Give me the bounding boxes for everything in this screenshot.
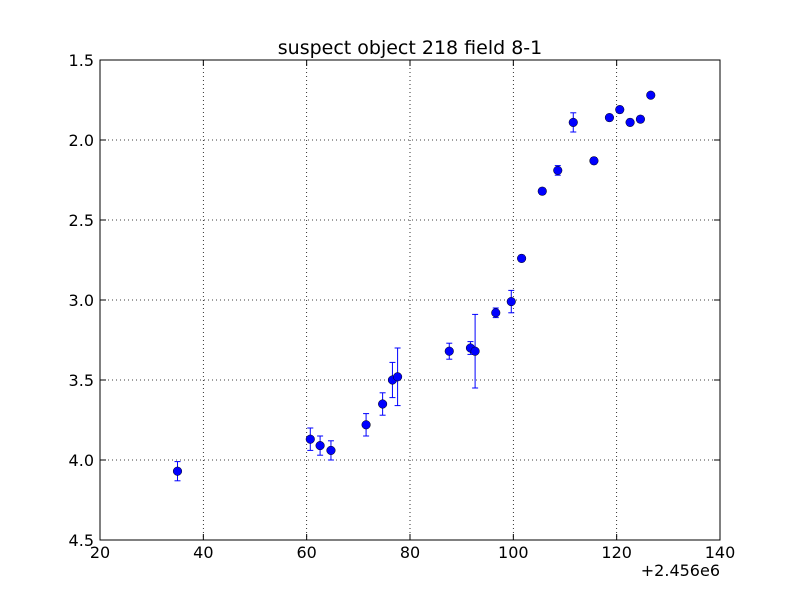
x-tick-label: 20 bbox=[90, 543, 110, 562]
data-point bbox=[491, 307, 501, 319]
x-tick-label: 80 bbox=[400, 543, 420, 562]
data-point bbox=[393, 347, 403, 407]
data-point bbox=[361, 413, 371, 437]
marker bbox=[378, 399, 388, 409]
marker bbox=[635, 114, 645, 124]
data-point bbox=[604, 113, 614, 123]
x-tick-label: 140 bbox=[705, 543, 736, 562]
marker bbox=[625, 117, 635, 127]
marker bbox=[604, 113, 614, 123]
marker bbox=[589, 156, 599, 166]
marker bbox=[506, 297, 516, 307]
data-point bbox=[305, 427, 315, 451]
marker bbox=[326, 445, 336, 455]
data-point bbox=[615, 105, 625, 115]
marker bbox=[537, 186, 547, 196]
y-tick-label: 3.0 bbox=[69, 291, 94, 310]
data-point bbox=[315, 435, 325, 456]
data-point bbox=[172, 461, 183, 482]
x-offset-label: +2.456e6 bbox=[641, 561, 720, 580]
x-axis-ticks: 20 40 60 80 100 120 140 bbox=[90, 60, 735, 562]
data-points bbox=[172, 90, 656, 482]
x-tick-label: 120 bbox=[601, 543, 632, 562]
data-point bbox=[378, 392, 388, 416]
data-point bbox=[470, 313, 480, 389]
data-point bbox=[646, 90, 656, 100]
y-tick-label: 3.5 bbox=[69, 371, 94, 390]
data-point bbox=[589, 156, 599, 166]
marker bbox=[444, 346, 454, 356]
marker bbox=[553, 165, 563, 175]
marker bbox=[568, 117, 578, 127]
marker bbox=[315, 441, 325, 451]
marker bbox=[491, 308, 501, 318]
marker bbox=[305, 434, 315, 444]
marker bbox=[646, 90, 656, 100]
y-tick-label: 2.0 bbox=[69, 131, 94, 150]
y-tick-label: 1.5 bbox=[69, 51, 94, 70]
marker bbox=[361, 420, 371, 430]
grid-lines bbox=[100, 60, 720, 540]
chart-title: suspect object 218 field 8-1 bbox=[278, 37, 543, 59]
data-point bbox=[625, 117, 635, 127]
y-tick-label: 2.5 bbox=[69, 211, 94, 230]
data-point bbox=[553, 165, 563, 176]
plot-frame bbox=[99, 59, 721, 541]
data-point bbox=[537, 186, 547, 196]
data-point bbox=[506, 289, 516, 314]
y-tick-label: 4.0 bbox=[69, 451, 94, 470]
y-axis-ticks: 1.5 2.0 2.5 3.0 3.5 4.0 4.5 bbox=[69, 51, 720, 550]
data-point bbox=[517, 253, 527, 263]
data-point bbox=[635, 114, 645, 124]
x-tick-label: 100 bbox=[498, 543, 529, 562]
marker bbox=[615, 105, 625, 115]
marker bbox=[517, 253, 527, 263]
marker bbox=[172, 466, 183, 476]
marker bbox=[393, 372, 403, 382]
x-tick-label: 60 bbox=[296, 543, 316, 562]
marker bbox=[470, 346, 480, 356]
data-point bbox=[444, 342, 454, 360]
data-point bbox=[326, 440, 336, 461]
y-tick-label: 4.5 bbox=[69, 531, 94, 550]
x-tick-label: 40 bbox=[193, 543, 213, 562]
data-point bbox=[568, 112, 578, 133]
